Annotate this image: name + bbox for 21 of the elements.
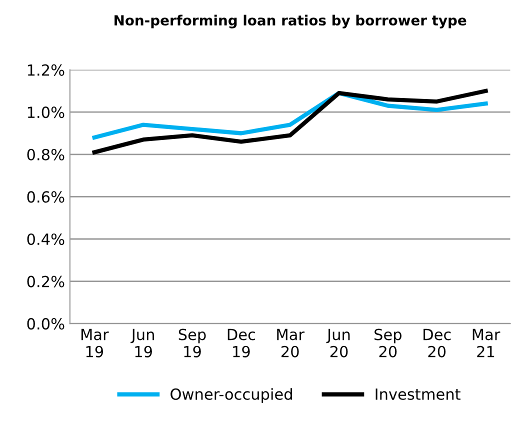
x-tick-label: Jun 20 — [326, 328, 350, 358]
x-tick-label: Sep 19 — [178, 328, 206, 358]
chart-title: Non-performing loan ratios by borrower type — [114, 14, 466, 28]
x-tick-label: Jun 19 — [130, 328, 154, 358]
y-tick-label: 0.8% — [27, 148, 64, 160]
line-series — [92, 88, 488, 154]
y-tick-label: 1.0% — [28, 106, 64, 118]
x-tick-label: Mar 21 — [472, 328, 500, 358]
x-tick-label: Sep 20 — [374, 328, 402, 358]
legend-label: Investment — [376, 388, 460, 400]
legend-label: Owner-occupied — [170, 388, 292, 403]
y-tick-label: 0.6% — [27, 191, 64, 203]
x-tick-label: Mar 19 — [81, 328, 109, 358]
y-tick-label: 0.0% — [27, 318, 64, 330]
x-tick-label: Mar 20 — [277, 328, 304, 358]
y-tick-label: 1.2% — [28, 64, 64, 76]
x-tick-label: Dec 20 — [424, 328, 451, 358]
line-series — [92, 90, 488, 140]
y-tick-label: 0.4% — [27, 233, 64, 246]
y-tick-label: 0.2% — [27, 276, 64, 288]
x-tick-label: Dec 19 — [228, 328, 255, 358]
